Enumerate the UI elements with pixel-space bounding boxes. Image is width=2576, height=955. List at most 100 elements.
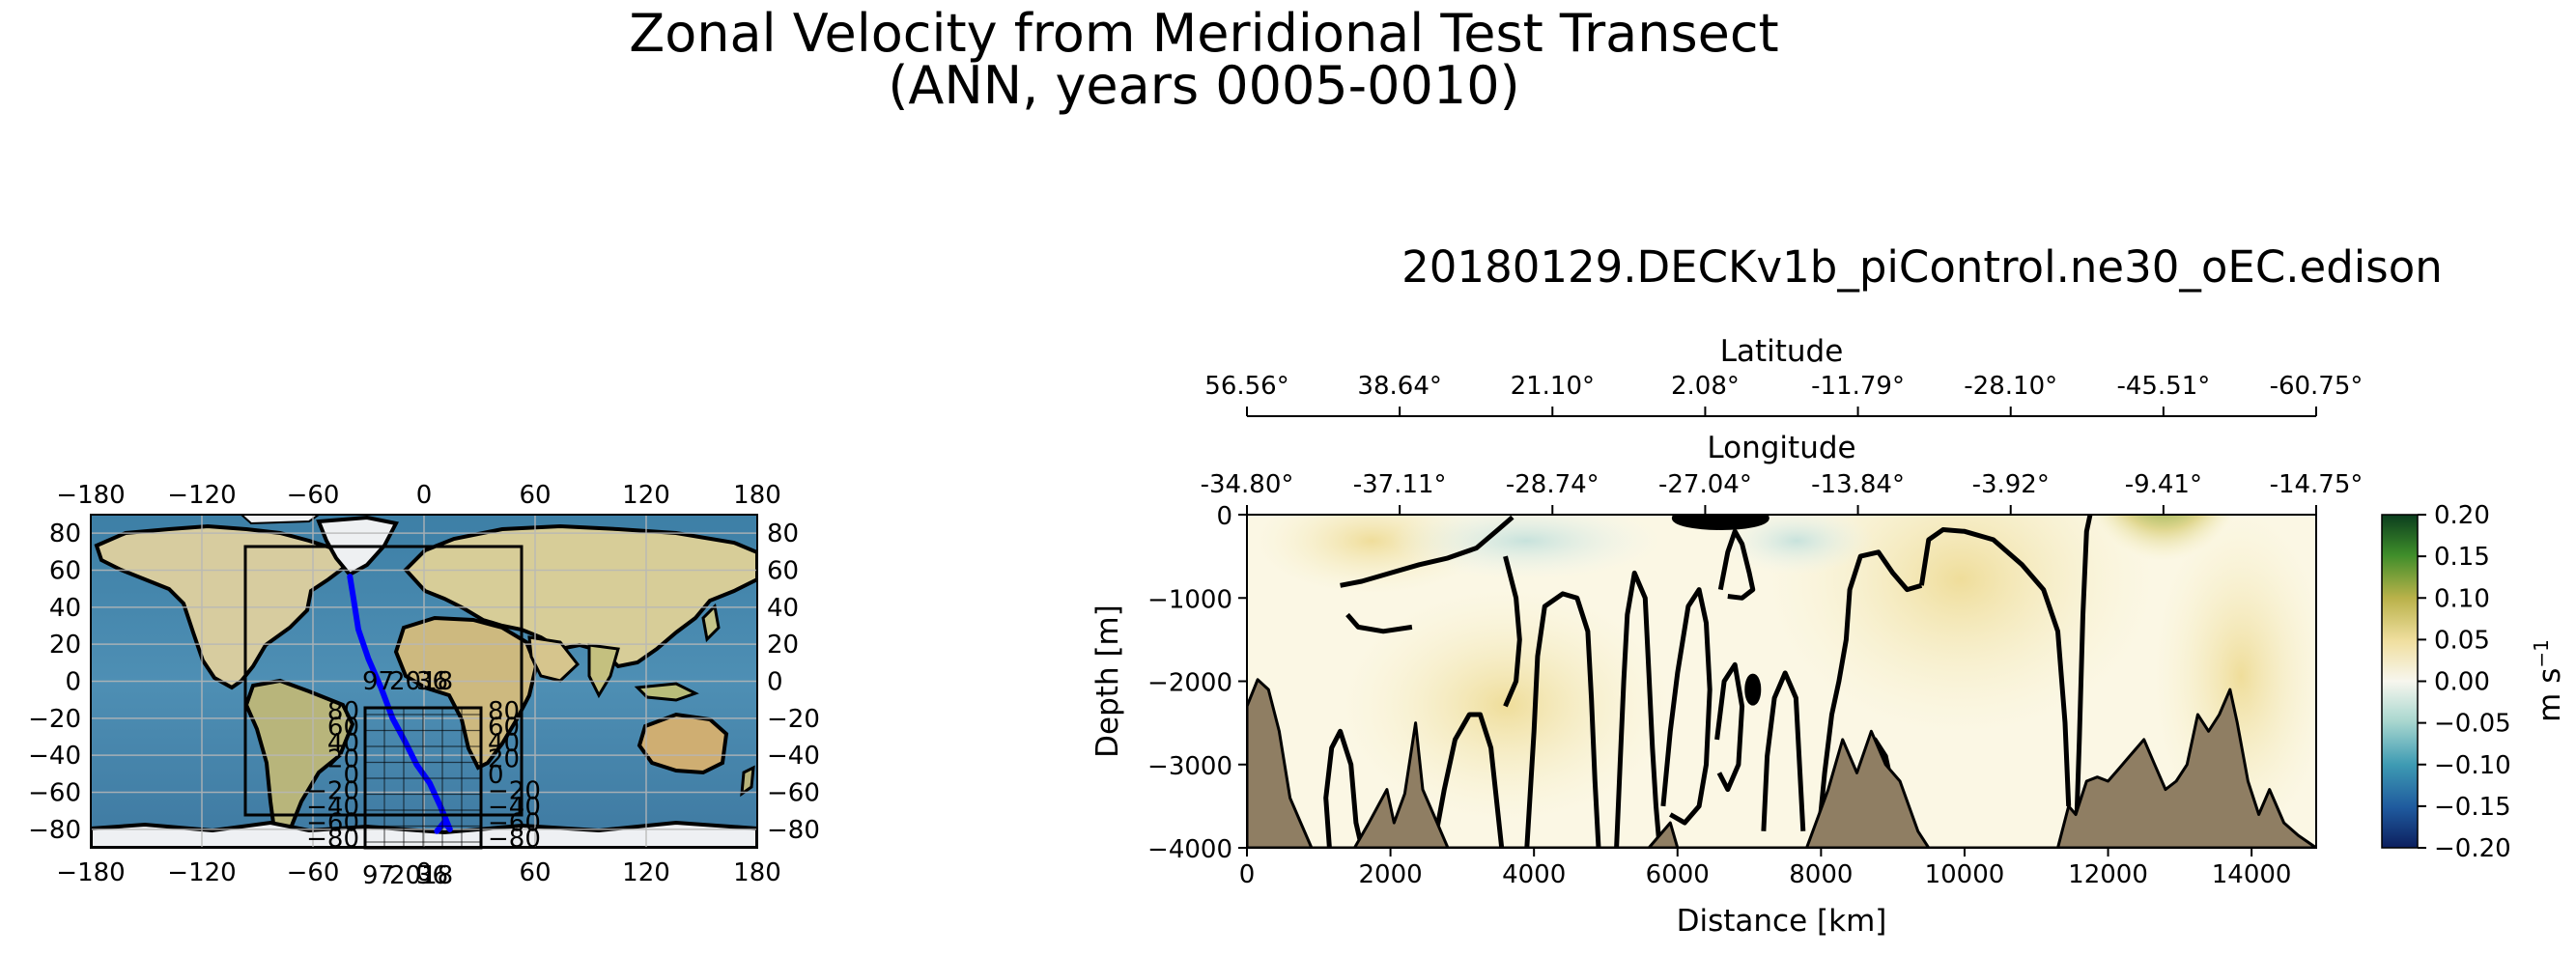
map-ytick-right-4: 0 [767, 668, 783, 697]
colorbar-gradient [2381, 514, 2419, 849]
colorbar-tick-6: −0.10 [2434, 751, 2511, 780]
sec-ytick-2: −2000 [1147, 669, 1232, 698]
map-xtick-top-4: 60 [519, 481, 551, 510]
map-ytick-left-6: −40 [28, 742, 81, 771]
sec-xtick-2: 4000 [1502, 860, 1566, 889]
inset-ytick-right-1: 60 [488, 714, 520, 743]
map-ytick-right-8: −80 [767, 816, 820, 845]
longitude-tick-2: -28.74° [1506, 470, 1599, 499]
latitude-tick-4: -11.79° [1811, 372, 1905, 401]
bathymetry-area [1247, 678, 2316, 848]
latitude-tick-3: 2.08° [1671, 372, 1740, 401]
map-ytick-right-7: −60 [767, 779, 820, 808]
inset-ytick-right-3: 20 [488, 745, 520, 774]
latitude-tick-1: 38.64° [1357, 372, 1441, 401]
colorbar-label-unit: m s [2533, 668, 2567, 722]
map-xtick-bottom-0: −180 [56, 858, 125, 887]
contour-line-3 [1524, 591, 1601, 848]
colorbar-tick-2: 0.10 [2434, 584, 2490, 613]
sec-ytick-4: −4000 [1147, 835, 1232, 864]
figure-title-line-2: (ANN, years 0005-0010) [888, 55, 1520, 116]
land-japan [701, 603, 721, 643]
colorbar-tick-3: 0.05 [2434, 626, 2490, 655]
land-arctic-ice [240, 515, 321, 525]
map-ytick-left-7: −60 [28, 779, 81, 808]
inset-ytick-left-8: −80 [306, 825, 359, 854]
section-panel: 0 2000 4000 6000 8000 10000 12000 14000 0 −1000 −2… [1090, 334, 2363, 939]
contour-line-6 [1714, 661, 1745, 793]
land-eurasia [403, 523, 757, 669]
map-ytick-left-2: 40 [49, 594, 81, 623]
inset-ytick-right-2: 40 [488, 729, 520, 758]
map-ytick-left-3: 20 [49, 631, 81, 660]
map-ytick-right-0: 80 [767, 520, 799, 548]
sec-xtick-1: 2000 [1359, 860, 1423, 889]
map-ytick-left-0: 80 [49, 520, 81, 548]
sec-xtick-3: 6000 [1646, 860, 1710, 889]
inset-ytick-left-7: −60 [306, 809, 359, 838]
map-xtick-bottom-2: −60 [287, 858, 340, 887]
contour-small-loop [1744, 673, 1762, 706]
land-india [587, 643, 620, 699]
land-australia [637, 712, 729, 775]
figure-title: Zonal Velocity from Meridional Test Tran… [0, 8, 2408, 112]
inset-xtick-top-0: 97 [362, 667, 394, 696]
map-ytick-left-1: 60 [49, 557, 81, 586]
map-ytick-left-4: 0 [65, 668, 81, 697]
map-ytick-right-5: −20 [767, 705, 820, 734]
inset-ytick-left-6: −40 [306, 793, 359, 822]
map-ytick-right-2: 40 [767, 594, 799, 623]
inset-ytick-right-4: 0 [488, 761, 504, 790]
map-xtick-top-6: 180 [733, 481, 781, 510]
colorbar-tick-7: −0.15 [2434, 793, 2511, 822]
map-ytick-left-8: −80 [28, 816, 81, 845]
contour-line-7 [1717, 528, 1756, 601]
map-transect-line [347, 574, 453, 834]
land-new-zealand [740, 765, 755, 798]
longitude-tick-3: -27.04° [1658, 470, 1752, 499]
inset-ytick-right-0: 80 [488, 697, 520, 726]
contour-line-10 [1918, 527, 2072, 807]
colorbar: 0.20 0.15 0.10 0.05 0.00 −0.05 −0.10 −0.15 −0.20… [2381, 501, 2567, 863]
contour-line-16 [2073, 515, 2093, 848]
colorbar-tick-1: 0.15 [2434, 543, 2490, 572]
contour-line-9 [1815, 549, 1923, 848]
longitude-tick-5: -3.92° [1972, 470, 2050, 499]
inset-ytick-left-0: 80 [327, 697, 359, 726]
map-ytick-right-6: −40 [767, 742, 820, 771]
map-frame [90, 514, 758, 849]
section-ticks: 0 2000 4000 6000 8000 10000 12000 14000 0 −1000 −2… [1090, 334, 2363, 939]
contour-line-2 [1430, 712, 1505, 848]
contour-line-8 [1761, 670, 1806, 831]
inset-xtick-bottom-2: 36 [416, 861, 448, 890]
colorbar-tick-4: 0.00 [2434, 668, 2490, 697]
sec-xtick-5: 10000 [1925, 860, 2005, 889]
field-blob-yellow-2 [1768, 515, 2154, 734]
sec-xtick-4: 8000 [1789, 860, 1853, 889]
inset-ytick-right-6: −40 [488, 793, 541, 822]
map-ytick-right-3: 20 [767, 631, 799, 660]
contour-surface-cluster [1671, 515, 1769, 530]
sec-ytick-1: −1000 [1147, 585, 1232, 614]
inset-ytick-right-8: −80 [488, 825, 541, 854]
map-xtick-top-3: 0 [416, 481, 433, 510]
overlay-frame-outer [243, 545, 524, 817]
colorbar-tick-8: −0.20 [2434, 834, 2511, 863]
contour-line-4 [1614, 570, 1662, 848]
longitude-axis-label: Longitude [1707, 431, 1855, 465]
colorbar-label: m s−1 [2530, 639, 2567, 722]
latitude-tick-7: -60.75° [2270, 372, 2364, 401]
map-xtick-bottom-5: 120 [622, 858, 670, 887]
map-xtick-bottom-3: 0 [416, 858, 433, 887]
latitude-tick-0: 56.56° [1204, 372, 1288, 401]
inset-ytick-left-5: −20 [306, 777, 359, 806]
inset-xtick-bottom-1: 2018 [389, 861, 453, 890]
figure-title-line-1: Zonal Velocity from Meridional Test Tran… [629, 3, 1779, 64]
sec-ytick-3: −3000 [1147, 752, 1232, 781]
inset-xtick-top-2: 36 [416, 667, 448, 696]
field-blob-green [2091, 515, 2236, 613]
sec-xtick-0: 0 [1239, 860, 1256, 889]
field-blob-blue-2 [1719, 515, 1874, 575]
inset-ytick-left-2: 40 [327, 729, 359, 758]
